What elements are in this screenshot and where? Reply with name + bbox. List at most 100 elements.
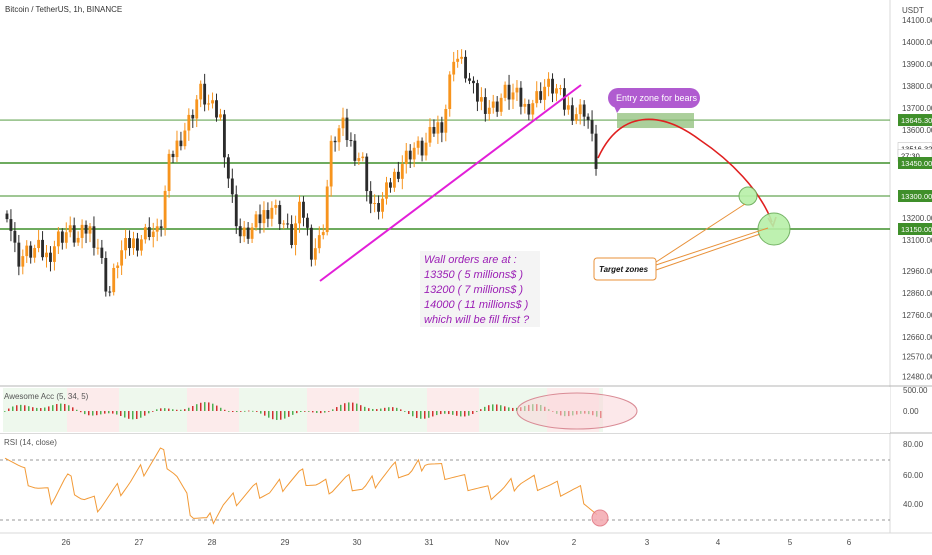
- ao-bar: [192, 405, 194, 411]
- price-axis[interactable]: 14100.00 14000.00 13900.00 13800.00 13700.00…: [897, 0, 932, 381]
- price-tick-label: 12660.00: [902, 333, 932, 342]
- ao-bar: [256, 411, 258, 412]
- ao-bar: [344, 403, 346, 411]
- time-axis[interactable]: 26 27 28 29 30 31 Nov 2 3 4 5 6: [62, 538, 852, 547]
- time-tick-label: 6: [847, 538, 852, 547]
- candle-body: [159, 226, 163, 228]
- ao-bar: [328, 411, 330, 412]
- ao-bar: [324, 411, 326, 413]
- candle-body: [424, 142, 428, 156]
- price-tag-label: 13516.32: [901, 144, 932, 153]
- candle-body: [92, 226, 96, 248]
- ao-bar: [444, 411, 446, 414]
- ao-bar: [260, 411, 262, 414]
- ao-bar: [220, 407, 222, 411]
- candle-body: [566, 105, 570, 110]
- candle-body: [215, 100, 218, 118]
- candle-body: [590, 120, 594, 134]
- ao-bar: [412, 411, 414, 417]
- ao-bar: [508, 407, 510, 411]
- ao-bg-stripe: [103, 388, 107, 432]
- ao-bar: [464, 411, 466, 417]
- candle-body: [436, 122, 440, 134]
- ao-bar: [92, 411, 94, 416]
- candle-body: [412, 147, 416, 160]
- time-tick-label: 29: [281, 538, 290, 547]
- target-circle-1: [738, 186, 758, 206]
- ao-bg-stripe: [283, 388, 287, 432]
- candle-body: [290, 224, 294, 245]
- wall-orders-bg: [420, 251, 540, 327]
- ao-bar: [376, 409, 378, 411]
- ao-bar: [144, 411, 146, 416]
- entry-zone-callout[interactable]: Entry zone for bears: [608, 88, 700, 113]
- ao-bg-stripe: [111, 388, 115, 432]
- candle-body: [329, 140, 333, 187]
- candle-body: [570, 105, 574, 121]
- price-tick-label: 13900.00: [902, 60, 932, 69]
- candle-body: [286, 223, 290, 225]
- price-tick-label: 12570.00: [902, 353, 932, 362]
- ao-bar: [52, 405, 54, 411]
- ao-bg-stripe: [419, 388, 423, 432]
- ao-bar: [420, 411, 422, 419]
- ao-bg-stripe: [119, 388, 123, 432]
- candle-body: [523, 103, 527, 107]
- candle-body: [5, 213, 9, 220]
- candle-body: [104, 257, 108, 292]
- ao-bar: [252, 410, 254, 412]
- candle-body: [13, 230, 17, 243]
- candle-body: [238, 226, 242, 237]
- ao-bar: [184, 409, 186, 411]
- ao-bg-stripe: [427, 388, 431, 432]
- wall-orders-note[interactable]: Wall orders are at : 13350 ( 5 millions$…: [420, 251, 540, 327]
- rsi-title[interactable]: RSI (14, close): [4, 438, 57, 447]
- candle-body: [68, 225, 72, 233]
- ao-bar: [360, 405, 362, 411]
- symbol-title[interactable]: Bitcoin / TetherUS, 1h, BINANCE: [5, 5, 122, 14]
- time-tick-label: 3: [645, 538, 650, 547]
- ao-bar: [384, 407, 386, 411]
- time-tick-label: 26: [62, 538, 71, 547]
- candle-body: [547, 78, 551, 87]
- candle-body: [468, 78, 471, 81]
- price-tag-bg: [898, 114, 932, 127]
- ao-bar: [448, 411, 450, 415]
- ao-bar: [264, 411, 266, 416]
- time-tick-label: 31: [425, 538, 434, 547]
- ao-bg-stripe: [307, 388, 311, 432]
- ao-bg-stripe: [87, 388, 91, 432]
- target-zones-callout[interactable]: Target zones: [593, 257, 657, 281]
- ao-bar: [32, 407, 34, 411]
- ao-bg-stripe: [239, 388, 243, 432]
- ao-bg-stripe: [83, 388, 87, 432]
- candle-body: [539, 91, 543, 100]
- ao-bar: [132, 411, 134, 420]
- ao-bg-stripe: [95, 388, 99, 432]
- ao-bar: [432, 411, 434, 417]
- candle-body: [333, 140, 337, 143]
- ao-bg-stripe: [115, 388, 119, 432]
- ao-bar: [160, 408, 162, 411]
- candle-body: [132, 238, 135, 249]
- candle-body: [29, 245, 33, 258]
- candle-body: [543, 86, 547, 100]
- candle-body: [100, 247, 104, 258]
- candle-body: [139, 239, 143, 251]
- candle-body: [341, 117, 345, 129]
- ao-bar: [100, 411, 102, 415]
- ao-bar: [96, 411, 98, 416]
- candle-body: [222, 114, 226, 158]
- ao-bar: [468, 411, 470, 416]
- ao-bg-stripe: [139, 388, 143, 432]
- ao-axis-label-zero: 0.00: [903, 407, 919, 416]
- rsi-axis-label-80: 80.00: [903, 440, 924, 449]
- candle-body: [258, 214, 262, 224]
- ao-bg-stripe: [227, 388, 231, 432]
- candle-body: [389, 182, 392, 188]
- ao-bar: [228, 411, 230, 412]
- ao-title[interactable]: Awesome Acc (5, 34, 5): [4, 392, 89, 401]
- candle-body: [203, 83, 207, 105]
